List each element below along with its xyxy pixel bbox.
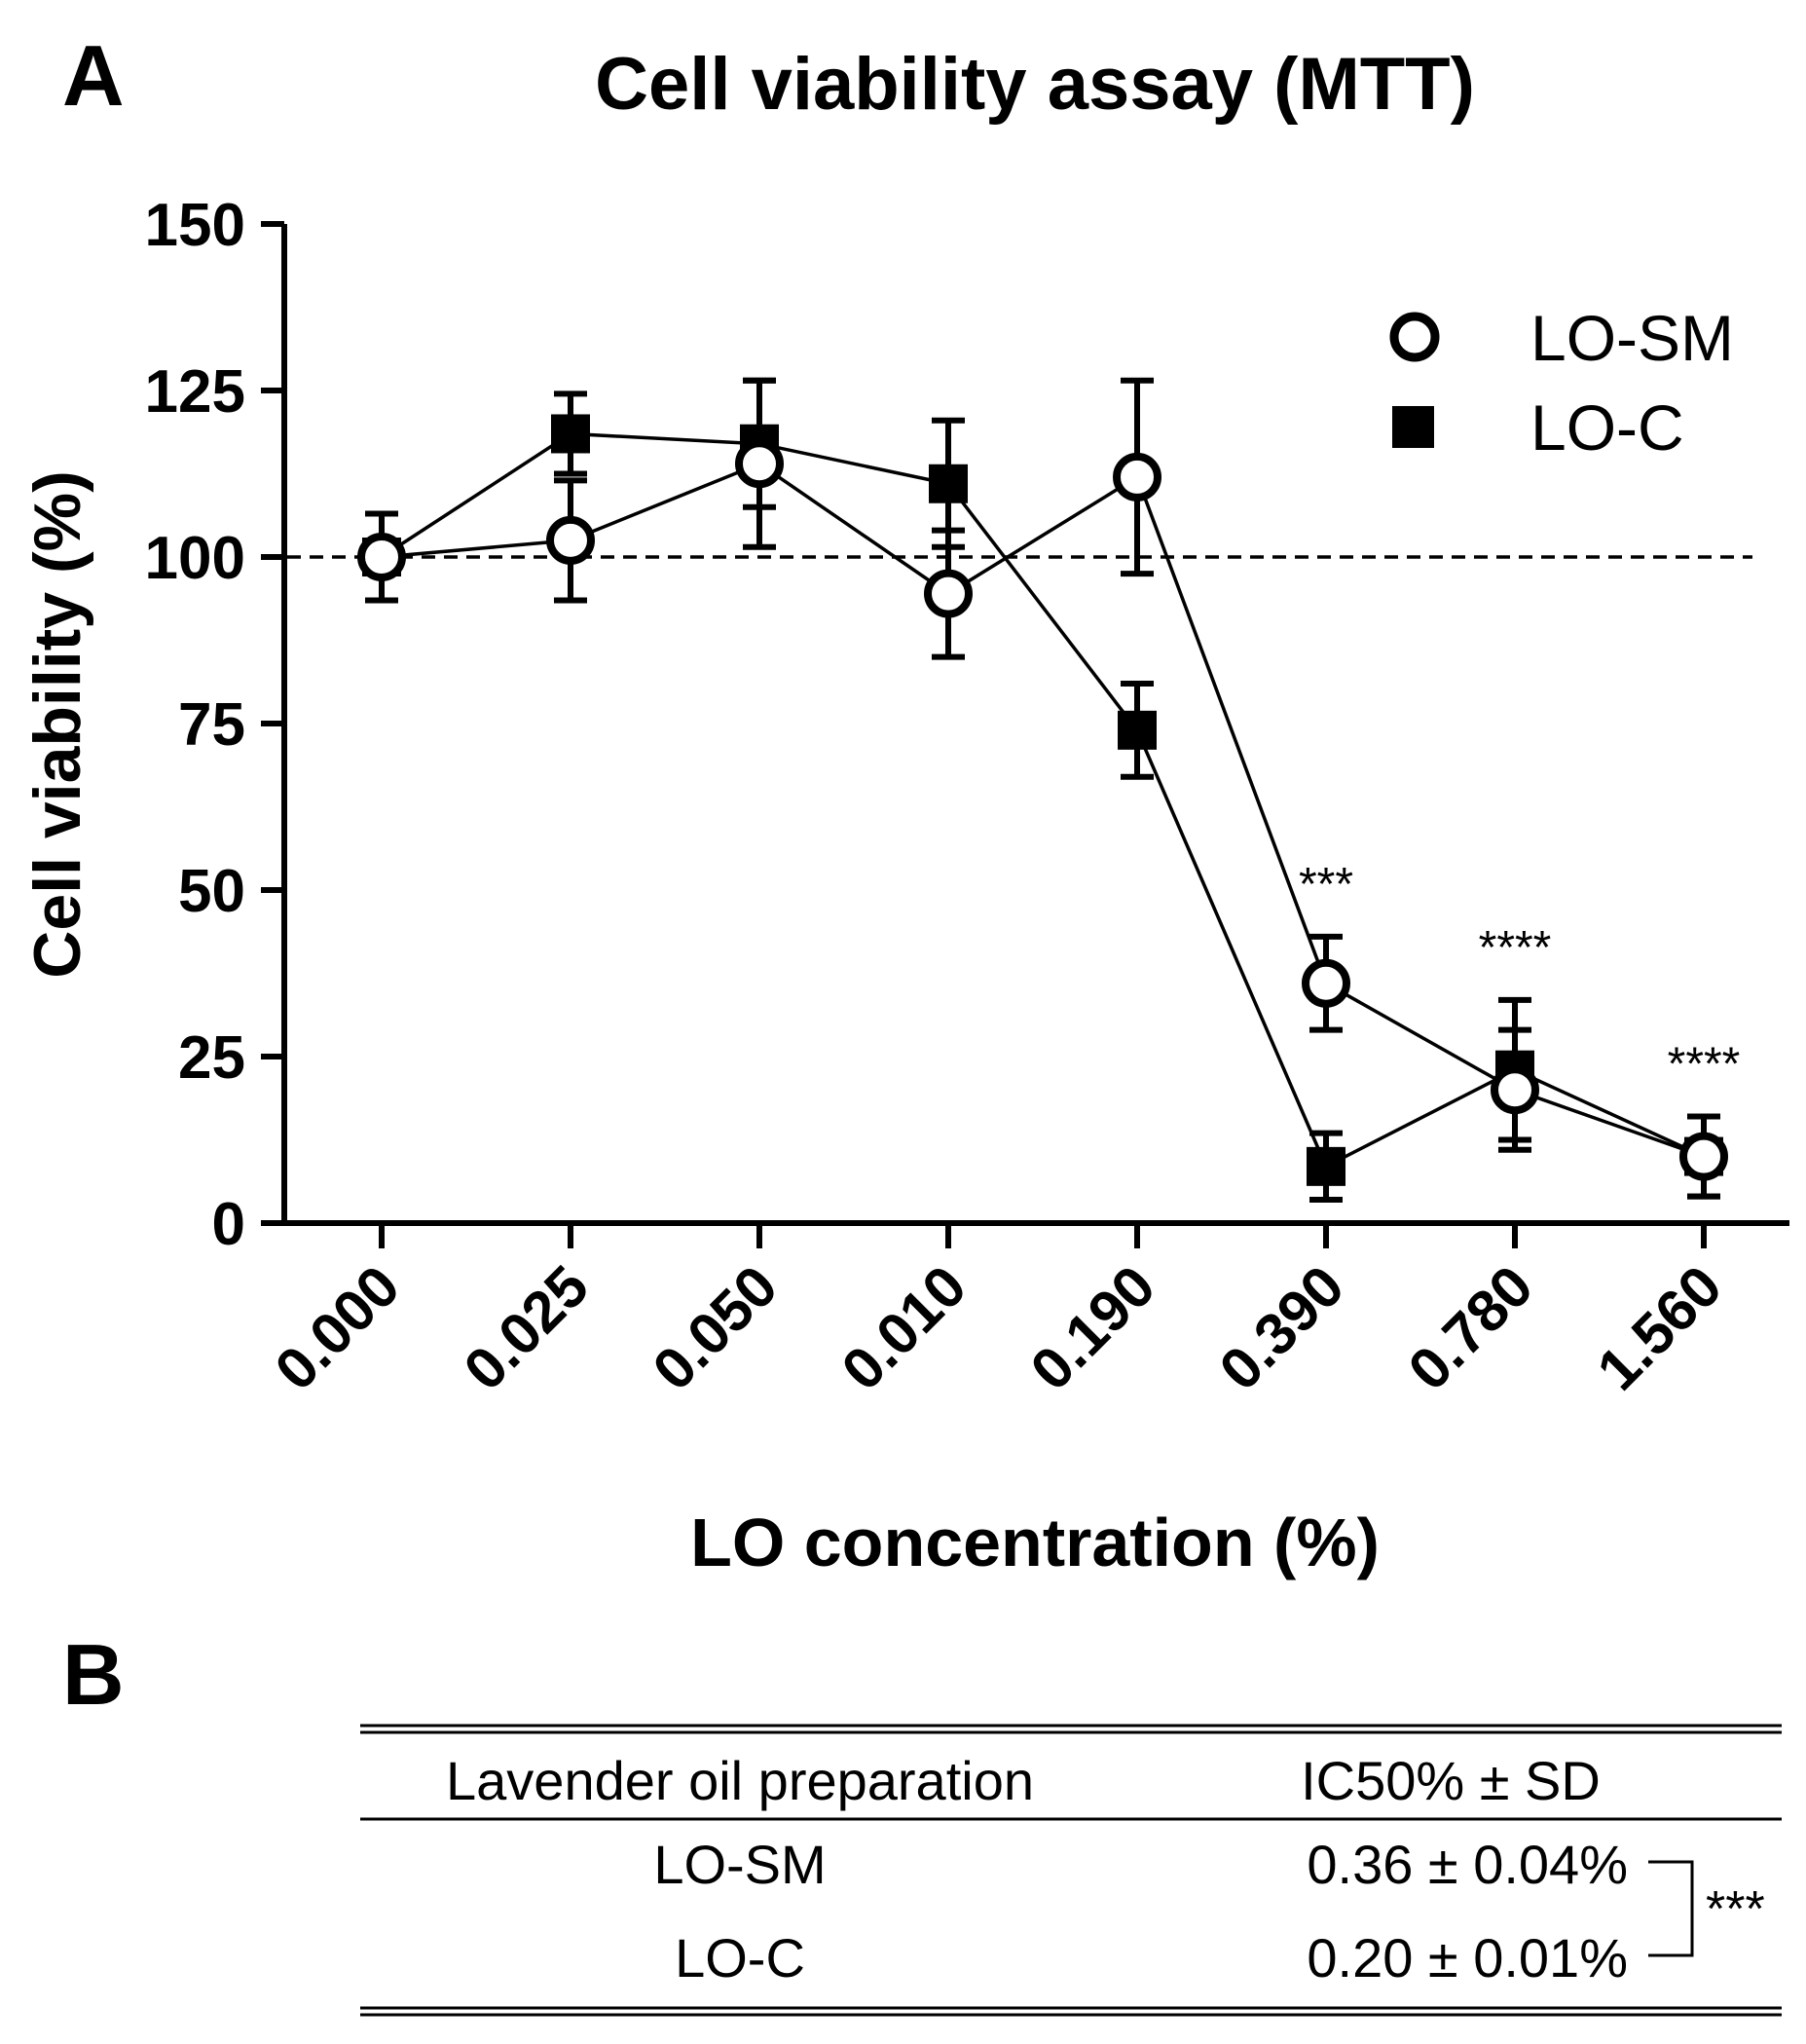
table-row-2-preparation: LO-C [675,1927,805,1988]
table-row-2-value: 0.20 ± 0.01% [1307,1927,1628,1988]
table-header-ic50: IC50% ± SD [1301,1750,1601,1811]
y-tick-label-150: 150 [145,192,245,259]
data-point-lo-c-0-190 [1118,710,1157,750]
x-tick-label-1-560: 1.560 [1585,1253,1735,1403]
legend-marker-lo-sm [1389,312,1440,362]
data-point-lo-sm-0-780 [1491,1065,1539,1115]
data-point-lo-sm-0-025 [546,515,595,565]
table-row-1-value: 0.36 ± 0.04% [1307,1834,1628,1895]
x-axis-label: LO concentration (%) [690,1505,1380,1580]
x-tick-label-0-390: 0.390 [1207,1253,1357,1403]
data-point-lo-c-0-390 [1307,1146,1345,1186]
chart-title: Cell viability assay (MTT) [595,43,1475,126]
data-point-lo-sm-0-050 [735,439,784,489]
series-line-lo-sm [381,462,1705,1159]
y-tick-label-50: 50 [178,858,245,925]
data-point-lo-sm-0-190 [1113,452,1161,502]
y-tick-label-25: 25 [178,1024,245,1092]
legend-label-lo-c: LO-C [1530,391,1684,464]
significance-stars: *** [1706,1881,1765,1938]
x-tick-label-0-010: 0.010 [829,1253,979,1403]
x-tick-label-0-025: 0.025 [452,1253,602,1403]
data-point-lo-c-0-025 [551,414,590,454]
significance-bracket [1648,1860,1694,1957]
data-point-lo-sm-0-390 [1302,958,1350,1008]
significance-annotation-0-390: *** [1299,859,1353,911]
significance-annotation-0-780: **** [1479,922,1552,974]
x-tick-label-0-780: 0.780 [1396,1253,1546,1403]
significance-annotation-1-560: **** [1668,1039,1741,1091]
panel-b-label: B [62,1626,125,1723]
y-tick-label-0: 0 [212,1191,245,1258]
data-point-lo-sm-0-010 [924,569,973,618]
panel-a-label: A [62,27,125,124]
legend: LO-SM LO-C [1389,302,1734,464]
series-line-lo-c [381,431,1705,1170]
data-point-lo-sm-0-000 [357,533,406,581]
data-point-lo-c-0-010 [929,464,968,503]
data-point-lo-sm-1-560 [1679,1132,1728,1181]
legend-marker-lo-c [1392,406,1434,448]
y-axis-label: Cell viability (%) [20,470,94,978]
x-tick-label-0-000: 0.000 [263,1253,413,1403]
table-row-1-preparation: LO-SM [653,1834,826,1895]
x-tick-label-0-190: 0.190 [1018,1253,1168,1403]
y-tick-label-125: 125 [145,358,245,426]
legend-label-lo-sm: LO-SM [1530,302,1734,374]
ic50-table: Lavender oil preparation IC50% ± SD LO-S… [360,1724,1782,2017]
y-tick-label-75: 75 [178,691,245,759]
table-header-preparation: Lavender oil preparation [446,1750,1034,1811]
y-tick-label-100: 100 [145,525,245,592]
x-tick-label-0-050: 0.050 [641,1253,791,1403]
